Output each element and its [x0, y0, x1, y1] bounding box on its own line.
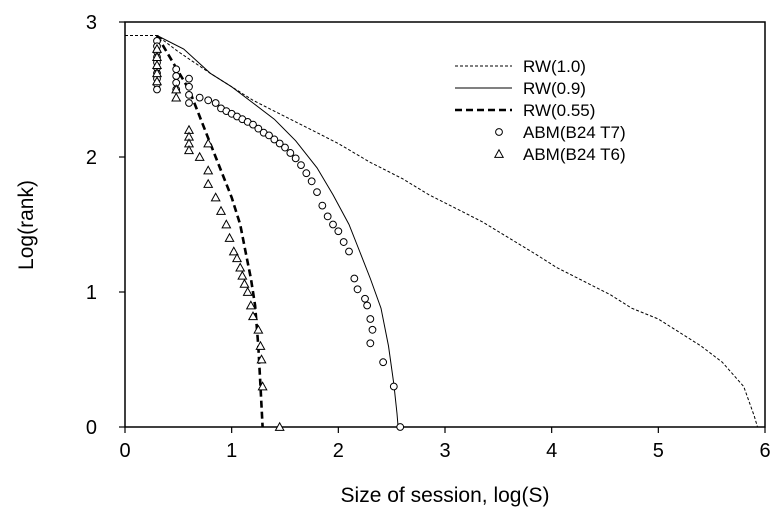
series-abm-b24-t6-point: [215, 205, 227, 215]
series-abm-b24-t6-point: [256, 354, 267, 364]
legend-label-abm-b24-t7: ABM(B24 T7): [523, 123, 626, 142]
series-abm-b24-t6-point: [231, 253, 243, 263]
x-tick-label: 0: [119, 440, 130, 462]
series-abm-b24-t6-point: [274, 421, 285, 431]
legend-label-rw-0-9: RW(0.9): [523, 79, 586, 98]
series-abm-b24-t7-point: [249, 120, 257, 129]
x-axis-label: Size of session, log(S): [341, 484, 550, 507]
series-abm-b24-t6-point: [224, 232, 235, 242]
x-tick-label: 1: [226, 440, 237, 462]
series-abm-b24-t6-point: [194, 151, 205, 161]
series-abm-b24-t7-point: [389, 382, 398, 391]
series-abm-b24-t6-point: [221, 219, 232, 229]
series-abm-b24-t7-point: [153, 85, 161, 94]
series-abm-b24-t7-point: [172, 65, 181, 74]
x-tick-label: 6: [759, 440, 770, 462]
series-abm-b24-t7-point: [195, 93, 204, 102]
series-abm-b24-t7-point: [366, 339, 375, 348]
series-abm-b24-t7-point: [366, 315, 375, 323]
series-abm-b24-t6-point: [242, 286, 253, 296]
series-abm-b24-t7-point: [185, 91, 193, 99]
x-tick-label: 2: [333, 440, 344, 462]
series-abm-b24-t7-point: [211, 99, 220, 107]
legend-swatch-abm-b24-t6: [493, 148, 505, 158]
x-tick-label: 4: [546, 440, 557, 462]
series-abm-b24-t7-point: [265, 131, 273, 140]
legend: RW(1.0) RW(0.9) RW(0.55) ABM(B24 T7) ABM(B24…: [455, 57, 626, 164]
legend-label-rw-1-0: RW(1.0): [523, 57, 586, 76]
series-abm-b24-t6-point: [237, 270, 248, 280]
y-tick-label: 3: [86, 12, 97, 34]
x-tick-label: 3: [439, 440, 450, 462]
series-abm-b24-t7-point: [318, 201, 327, 210]
legend-label-abm-b24-t6: ABM(B24 T6): [523, 145, 626, 164]
x-tick-label: 5: [653, 440, 664, 462]
plot-layer: [125, 34, 758, 431]
series-abm-b24-t7-point: [368, 325, 377, 334]
series-abm-b24-t7-point: [313, 188, 321, 197]
y-axis: 0 1 2 3: [86, 12, 125, 439]
series-abm-b24-t7-point: [345, 247, 353, 256]
series-abm-b24-t6-point: [245, 300, 256, 310]
series-abm-b24-t6-point: [203, 138, 214, 148]
series-abm-b24-t6-point: [171, 92, 182, 102]
series-abm-b24-t7-point: [204, 96, 213, 105]
series-abm-b24-t7-point: [185, 99, 193, 107]
series-rw-0-9-line: [156, 35, 399, 428]
series-abm-b24-t7-point: [353, 285, 362, 294]
series-abm-b24-t6-point: [151, 76, 163, 86]
series-abm-b24-t7-point: [361, 294, 369, 303]
series-abm-b24-t7-point: [323, 212, 332, 221]
series-abm-b24-t7-point: [334, 227, 343, 236]
series-abm-b24-t6-markers: [151, 43, 285, 431]
legend-label-rw-0-55: RW(0.55): [523, 101, 595, 120]
series-abm-b24-t7-point: [172, 72, 181, 80]
series-abm-b24-t6-point: [183, 145, 195, 155]
y-tick-label: 2: [86, 147, 97, 169]
series-abm-b24-t6-point: [239, 278, 250, 288]
series-abm-b24-t7-point: [379, 358, 388, 367]
series-abm-b24-t7-point: [270, 135, 279, 144]
series-abm-b24-t6-point: [253, 324, 264, 334]
series-abm-b24-t6-point: [235, 262, 246, 272]
series-abm-b24-t6-point: [228, 246, 239, 256]
plot-area: [124, 21, 766, 428]
series-abm-b24-t7-point: [291, 154, 300, 163]
y-tick-label: 0: [86, 417, 97, 439]
series-abm-b24-t7-point: [363, 301, 372, 310]
series-abm-b24-t7-point: [329, 220, 337, 229]
series-abm-b24-t7-point: [275, 139, 284, 148]
series-abm-b24-t6-point: [210, 192, 221, 202]
series-abm-b24-t7-point: [286, 149, 295, 157]
series-abm-b24-t7-point: [281, 143, 289, 152]
y-tick-label: 1: [86, 282, 97, 304]
series-abm-b24-t6-point: [257, 381, 268, 391]
legend-swatch-abm-b24-t7: [495, 128, 503, 136]
series-abm-b24-t7-point: [185, 74, 193, 83]
y-axis-label: Log(rank): [15, 180, 38, 270]
series-abm-b24-t7-point: [185, 82, 193, 91]
series-abm-b24-t6-point: [203, 165, 214, 175]
series-abm-b24-t6-point: [203, 178, 214, 188]
series-abm-b24-t6-point: [255, 340, 266, 350]
series-abm-b24-t7-point: [254, 124, 263, 133]
series-abm-b24-t7-point: [302, 169, 311, 178]
series-abm-b24-t7-point: [339, 238, 348, 246]
series-abm-b24-t7-point: [350, 274, 359, 283]
series-abm-b24-t7-point: [307, 177, 316, 186]
series-rw-1-0-line: [125, 35, 758, 428]
series-abm-b24-t7-point: [396, 423, 405, 431]
series-abm-b24-t7-point: [297, 161, 305, 170]
series-abm-b24-t6-point: [247, 311, 259, 321]
x-axis: 0 1 2 3 4 5 6: [119, 427, 771, 462]
